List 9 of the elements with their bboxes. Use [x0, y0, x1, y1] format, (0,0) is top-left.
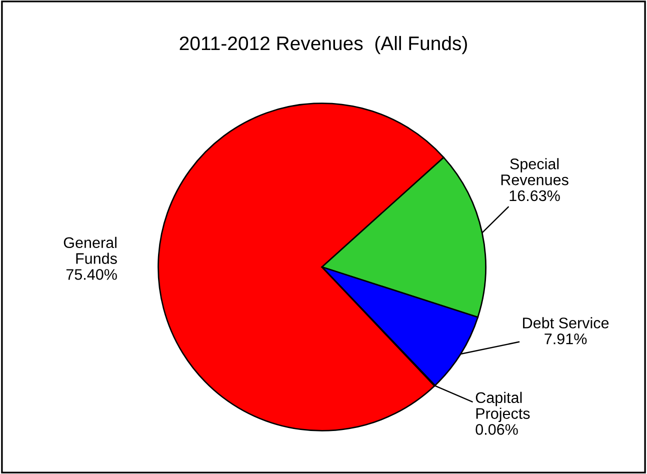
- data-label: 75.40%: [66, 269, 117, 280]
- chart-title: 2011-2012 Revenues (All Funds): [180, 36, 467, 54]
- data-label: 0.06%: [476, 424, 518, 435]
- slice-label: General Funds: [64, 236, 117, 264]
- slice-label: Capital Projects: [476, 392, 530, 422]
- data-label: 16.63%: [510, 190, 560, 202]
- data-label: 7.91%: [544, 333, 587, 344]
- slice-label: Special Revenues: [501, 158, 568, 186]
- slice-label: Debt Service: [523, 317, 609, 328]
